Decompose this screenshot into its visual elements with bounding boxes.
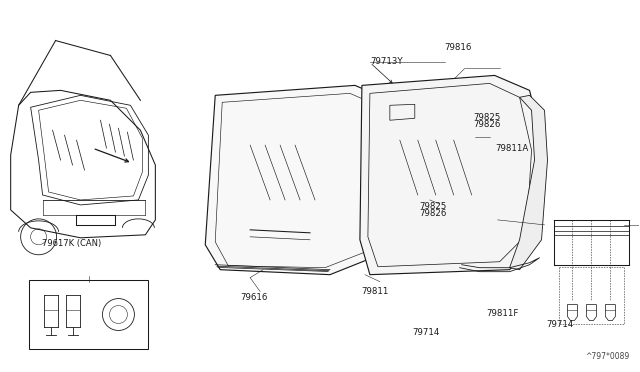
Text: 79713Y: 79713Y xyxy=(370,57,403,66)
Bar xyxy=(29,280,148,349)
Text: 79826: 79826 xyxy=(419,209,446,218)
Text: 79714: 79714 xyxy=(547,321,574,330)
Text: 79617K (CAN): 79617K (CAN) xyxy=(42,239,102,248)
Text: 79825: 79825 xyxy=(473,113,500,122)
Text: 79811F: 79811F xyxy=(486,310,518,318)
Text: 79714: 79714 xyxy=(413,328,440,337)
Polygon shape xyxy=(360,76,545,275)
Text: 79811A: 79811A xyxy=(495,144,529,153)
Text: 79811: 79811 xyxy=(362,287,389,296)
Text: ^797*0089: ^797*0089 xyxy=(585,352,629,361)
Polygon shape xyxy=(205,86,400,275)
Text: 79616: 79616 xyxy=(240,293,268,302)
Text: 79825: 79825 xyxy=(419,202,446,211)
Text: 79816: 79816 xyxy=(445,42,472,51)
Text: 79826: 79826 xyxy=(473,121,500,129)
Polygon shape xyxy=(509,95,547,270)
